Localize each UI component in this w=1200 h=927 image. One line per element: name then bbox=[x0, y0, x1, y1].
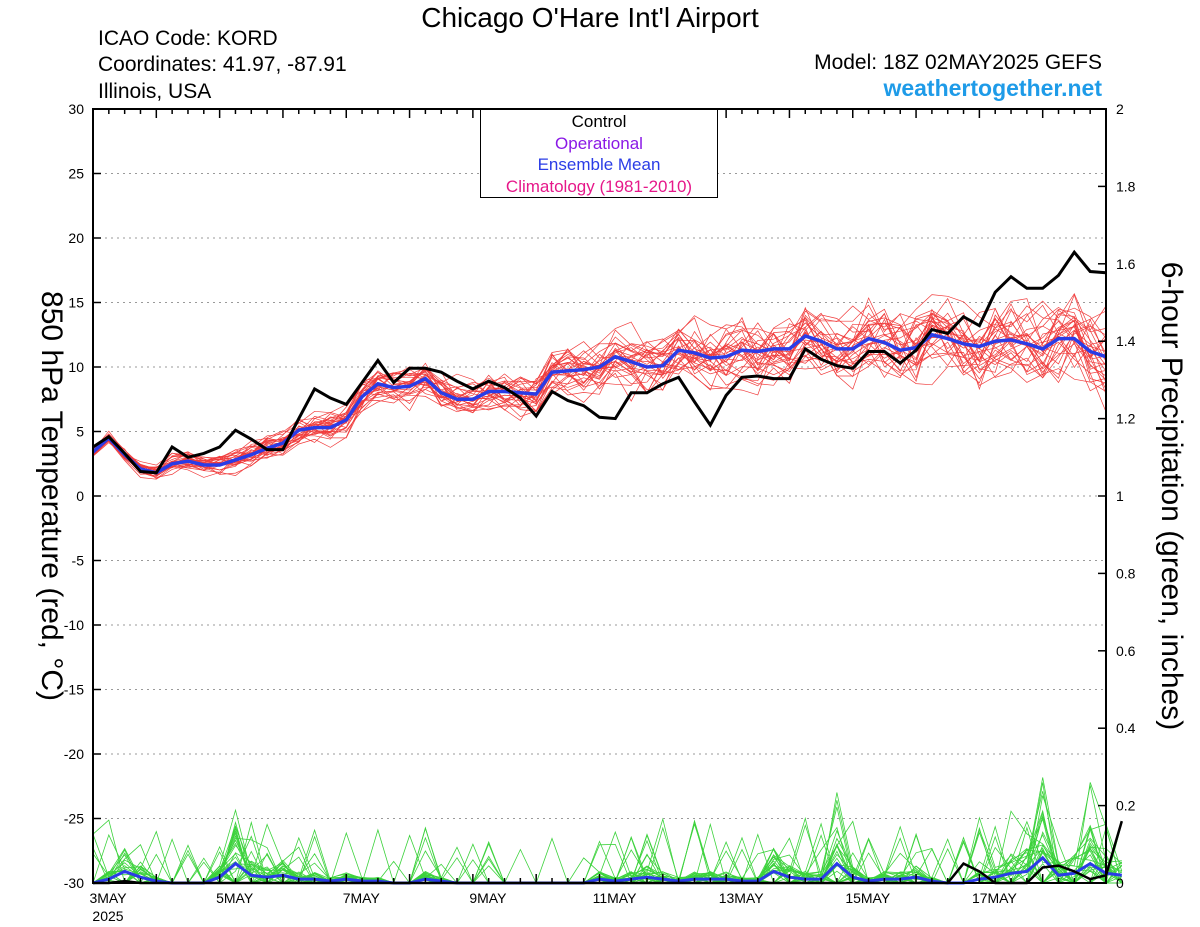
legend-item-climatology: Climatology (1981-2010) bbox=[505, 176, 693, 196]
region-label: Illinois, USA bbox=[98, 80, 212, 103]
x-tick-label: 15MAY bbox=[845, 890, 891, 906]
right-tick-label: 0.8 bbox=[1116, 565, 1136, 581]
right-tick-label: 2 bbox=[1116, 101, 1124, 117]
left-tick-label: 30 bbox=[68, 101, 84, 117]
website-link[interactable]: weathertogether.net bbox=[883, 75, 1102, 101]
left-tick-label: 0 bbox=[76, 488, 84, 504]
chart-legend: Control Operational Ensemble Mean Climat… bbox=[480, 109, 718, 198]
left-tick-label: -5 bbox=[72, 553, 85, 569]
x-tick-label: 9MAY bbox=[469, 890, 507, 906]
legend-item-ensemble-mean: Ensemble Mean bbox=[537, 155, 661, 174]
left-tick-label: 20 bbox=[68, 230, 84, 246]
x-tick-label: 7MAY bbox=[343, 890, 381, 906]
legend-item-control: Control bbox=[571, 112, 627, 131]
right-tick-label: 0.6 bbox=[1116, 643, 1136, 659]
left-tick-label: -25 bbox=[64, 811, 84, 827]
left-axis-title: 850 hPa Temperature (red, °C) bbox=[35, 291, 68, 701]
left-tick-label: -15 bbox=[64, 682, 84, 698]
x-tick-label: 11MAY bbox=[593, 890, 637, 906]
left-tick-label: 15 bbox=[68, 295, 84, 311]
left-tick-label: 5 bbox=[76, 424, 84, 440]
x-tick-label: 17MAY bbox=[972, 890, 1018, 906]
temp-member-line bbox=[92, 294, 1107, 480]
temp-member-line bbox=[92, 306, 1107, 474]
temp-member-line bbox=[92, 312, 1107, 466]
temp-member-line bbox=[92, 309, 1107, 468]
left-tick-label: -30 bbox=[64, 875, 84, 891]
right-axis-title: 6-hour Precipitation (green, inches) bbox=[1155, 262, 1188, 731]
temp-member-line bbox=[92, 312, 1107, 474]
precip-member-line bbox=[92, 777, 1123, 885]
x-year-label: 2025 bbox=[92, 908, 123, 924]
right-tick-label: 1 bbox=[1116, 488, 1124, 504]
x-tick-label: 13MAY bbox=[719, 890, 765, 906]
left-tick-label: -20 bbox=[64, 746, 84, 762]
temp-control-line bbox=[92, 249, 1107, 475]
right-tick-label: 1.6 bbox=[1116, 256, 1136, 272]
icao-code: ICAO Code: KORD bbox=[98, 27, 278, 50]
x-tick-label: 3MAY bbox=[89, 890, 127, 906]
coordinates: Coordinates: 41.97, -87.91 bbox=[98, 53, 347, 76]
right-tick-label: 1.8 bbox=[1116, 178, 1136, 194]
right-tick-label: 0 bbox=[1116, 875, 1124, 891]
legend-item-operational: Operational bbox=[555, 133, 643, 153]
left-tick-label: 25 bbox=[68, 166, 84, 182]
right-tick-label: 1.2 bbox=[1116, 411, 1136, 427]
temp-member-line bbox=[92, 307, 1107, 477]
temp-member-line bbox=[92, 325, 1107, 475]
temp-member-line bbox=[92, 297, 1107, 470]
temp-mean-line bbox=[91, 332, 1107, 475]
chart-title: Chicago O'Hare Int'l Airport bbox=[421, 2, 759, 33]
left-tick-label: 10 bbox=[68, 359, 84, 375]
right-tick-label: 1.4 bbox=[1116, 333, 1136, 349]
left-tick-label: -10 bbox=[64, 617, 84, 633]
right-tick-label: 0.2 bbox=[1116, 798, 1136, 814]
temp-member-line bbox=[92, 314, 1107, 470]
precip-member-line bbox=[93, 819, 1123, 885]
temp-member-line bbox=[92, 305, 1107, 476]
temp-member-line bbox=[92, 292, 1107, 475]
x-tick-label: 5MAY bbox=[216, 890, 254, 906]
right-tick-label: 0.4 bbox=[1116, 720, 1136, 736]
model-run-label: Model: 18Z 02MAY2025 GEFS bbox=[814, 51, 1102, 74]
temp-member-line bbox=[92, 322, 1107, 477]
